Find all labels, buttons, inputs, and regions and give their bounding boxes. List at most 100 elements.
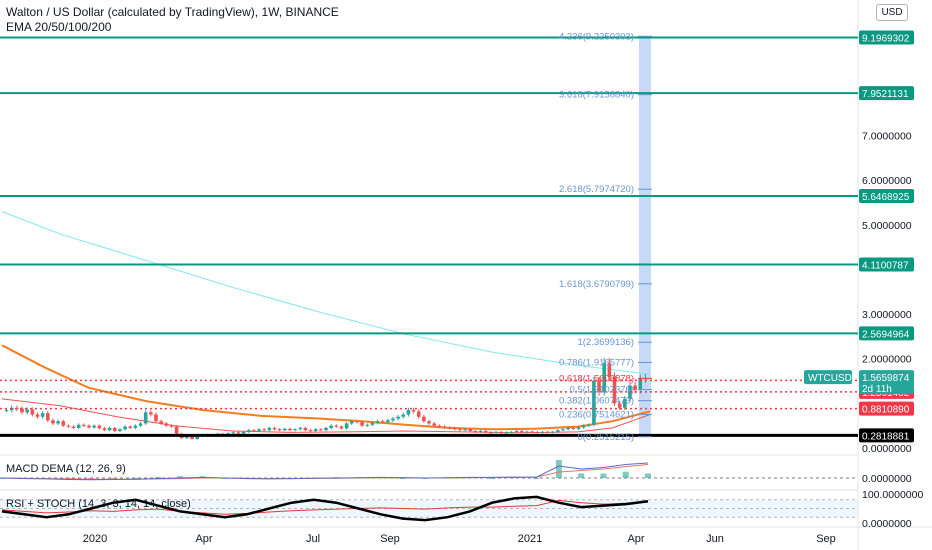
level-label-7: 0.8810890: [862, 405, 910, 416]
candle-body: [422, 416, 426, 422]
candle-body: [123, 426, 127, 430]
macd-pane-label[interactable]: MACD DEMA (12, 26, 9): [6, 463, 126, 475]
candle-body: [30, 409, 35, 415]
candle-body: [257, 429, 261, 432]
candle-body: [535, 431, 540, 433]
x-tick-4: 2021: [518, 533, 542, 545]
x-tick-2: Jul: [306, 533, 320, 545]
candle-body: [143, 412, 148, 424]
fib-label-4: 1(2.3699136): [577, 337, 634, 348]
candle-body: [149, 412, 153, 415]
level-label-bg-8: [859, 428, 914, 443]
candle-body: [545, 431, 550, 433]
fib-label-0: 4.236(9.2250303): [559, 31, 634, 42]
candle-body: [530, 431, 534, 433]
candle-body: [581, 425, 586, 428]
candle-body: [159, 421, 163, 424]
x-tick-5: Apr: [627, 533, 644, 545]
candle-body: [241, 431, 246, 434]
macd-axis-tick: 0.0000000: [862, 473, 912, 485]
candle-body: [133, 425, 138, 428]
y-tick-4: 2.0000000: [862, 354, 912, 366]
macd-histogram-bar: [533, 478, 540, 479]
candle-body: [463, 429, 467, 431]
level-label-4: 2.5694964: [862, 329, 910, 340]
fib-label-2: 2.618(5.7974720): [559, 184, 634, 195]
candle-body: [504, 432, 509, 434]
candle-body: [473, 431, 478, 433]
candle-body: [566, 427, 570, 430]
x-tick-6: Jun: [706, 533, 724, 545]
fib-label-6: 0.618(1.5606878): [559, 373, 634, 384]
macd-histogram-bar: [399, 478, 406, 479]
fib-label-8: 0.382(1.0607473): [559, 396, 634, 407]
rsi-axis-tick-top: 100.0000000: [862, 489, 923, 501]
candle-body: [550, 431, 555, 433]
candle-body: [432, 423, 436, 426]
candle-body: [236, 432, 241, 434]
candles-group: [4, 358, 648, 440]
level-label-3: 4.1100787: [862, 261, 909, 272]
candle-body: [164, 423, 169, 426]
candle-body: [437, 425, 442, 427]
symbol-tag: WTCUSD: [808, 373, 852, 384]
candle-body: [112, 427, 117, 432]
currency-button[interactable]: USD: [876, 4, 908, 21]
candle-body: [391, 418, 395, 421]
candle-body: [380, 421, 385, 423]
candle-body: [617, 403, 622, 408]
candle-body: [416, 411, 421, 417]
candle-body: [442, 426, 447, 428]
level-label-bg-1: [859, 86, 914, 101]
x-tick-7: Sep: [816, 533, 836, 545]
candle-body: [386, 420, 390, 423]
candle-body: [365, 424, 370, 426]
level-label-bg-2: [859, 188, 914, 203]
ema-orange-line: [1, 344, 651, 431]
candle-body: [602, 363, 607, 393]
candle-body: [597, 381, 601, 393]
candle-body: [174, 426, 179, 434]
candle-body: [519, 431, 524, 433]
candle-body: [561, 429, 565, 431]
indicator-label[interactable]: EMA 20/50/100/200: [6, 20, 112, 34]
candle-body: [427, 421, 431, 424]
macd-line: [1, 462, 649, 481]
rsi-pane-label[interactable]: RSI + STOCH (14, 3, 3, 14, 14, close): [6, 498, 191, 510]
candle-body: [406, 410, 411, 415]
candle-body: [334, 425, 339, 427]
candle-body: [102, 428, 107, 431]
candle-body: [138, 423, 143, 426]
candle-body: [468, 429, 473, 432]
candle-body: [308, 430, 313, 432]
y-tick-5: 0.0000000: [862, 443, 912, 455]
candle-body: [411, 410, 416, 412]
macd-histogram-bar: [132, 478, 139, 479]
candle-body: [51, 420, 55, 424]
candle-body: [35, 414, 40, 417]
candle-body: [623, 398, 627, 408]
x-tick-1: Apr: [195, 533, 212, 545]
candle-body: [56, 421, 60, 424]
candle-body: [499, 431, 503, 434]
last-price-bg: [859, 370, 914, 395]
candle-body: [401, 414, 406, 417]
candle-body: [494, 431, 498, 433]
candle-body: [349, 421, 354, 424]
fib-label-7: 0.5(1.3107376): [570, 384, 634, 395]
candle-body: [92, 425, 96, 428]
candle-body: [452, 427, 457, 430]
candle-body: [370, 423, 375, 425]
candle-body: [282, 428, 287, 431]
fib-label-3: 1.618(3.6790799): [559, 279, 634, 290]
level-label-bg-3: [859, 257, 914, 272]
x-tick-0: 2020: [83, 533, 107, 545]
y-tick-2: 5.0000000: [862, 220, 912, 232]
candle-body: [87, 425, 91, 428]
candle-body: [313, 429, 318, 432]
level-label-bg-4: [859, 326, 914, 341]
macd-histogram-bar: [154, 477, 161, 479]
last-price: 1.5659874: [862, 373, 910, 384]
candle-body: [360, 422, 364, 426]
